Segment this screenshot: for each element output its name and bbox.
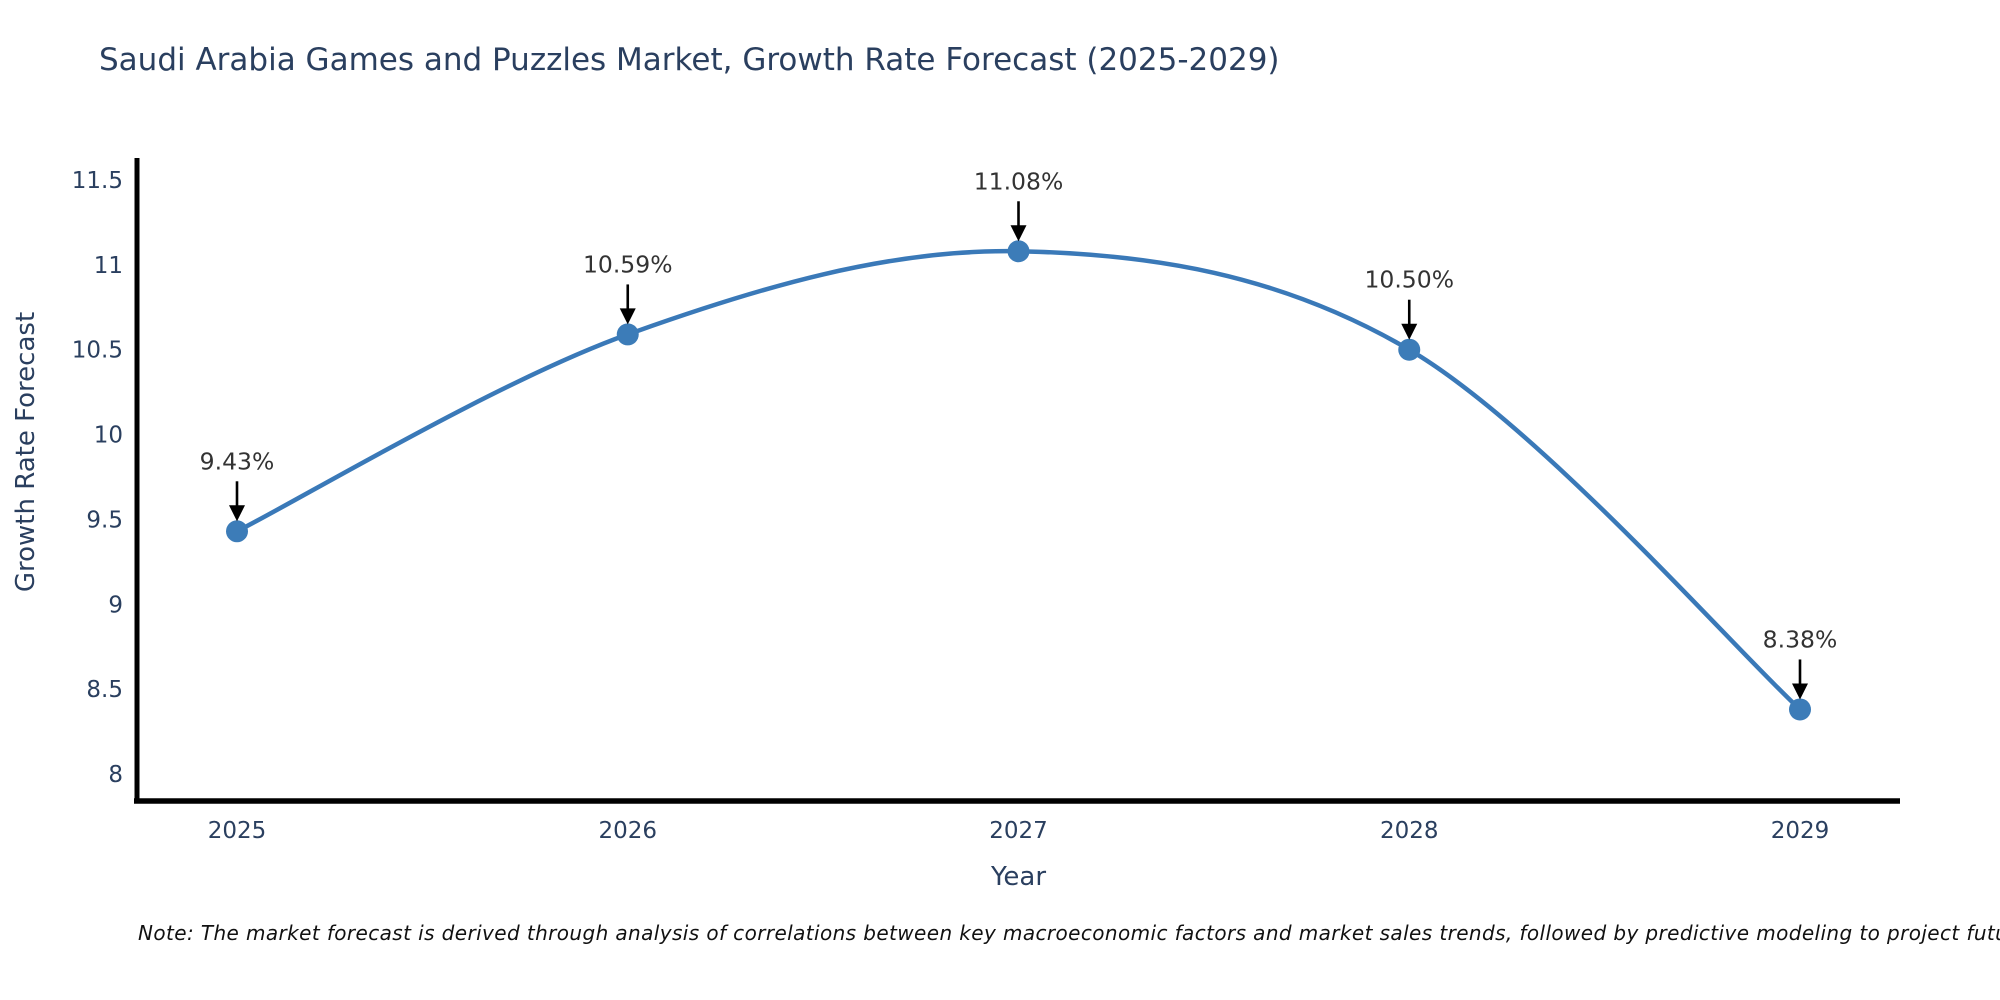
data-point-marker [1789,698,1811,721]
y-tick-label: 9 [108,592,123,618]
trend-line [235,248,1802,712]
footnote: Note: The market forecast is derived thr… [138,921,2000,945]
y-tick-label: 10.5 [72,338,123,364]
y-tick-label: 8.5 [86,677,123,703]
data-point-marker [616,323,639,346]
annotation-label: 11.08% [974,167,1064,195]
x-tick-label: 2028 [1380,818,1439,844]
x-tick-label: 2025 [208,818,267,844]
y-axis-title: Growth Rate Forecast [11,312,41,592]
y-tick-label: 10 [94,423,123,449]
annotation-arrowhead-icon [1792,683,1808,700]
data-point-marker [226,520,248,543]
data-point-marker [1398,338,1421,361]
y-tick-label: 8 [108,762,123,788]
x-tick-label: 2029 [1771,818,1830,844]
annotation-label: 10.59% [583,250,673,278]
annotation-label: 9.43% [200,447,275,475]
annotation-arrowhead-icon [1010,225,1027,242]
annotation-label: 8.38% [1763,625,1838,653]
annotation-arrowhead-icon [619,308,636,325]
annotation-arrowhead-icon [1401,323,1418,340]
y-tick-label: 11.5 [72,168,123,194]
x-axis-title: Year [990,862,1046,892]
data-point-marker [1007,240,1030,263]
y-tick-label: 9.5 [86,507,123,533]
x-tick-label: 2026 [598,818,657,844]
y-tick-label: 11 [94,253,123,279]
x-tick-label: 2027 [989,818,1048,844]
chart-title: Saudi Arabia Games and Puzzles Market, G… [99,42,1280,78]
annotation-label: 10.50% [1364,266,1454,294]
annotation-arrowhead-icon [229,505,245,522]
